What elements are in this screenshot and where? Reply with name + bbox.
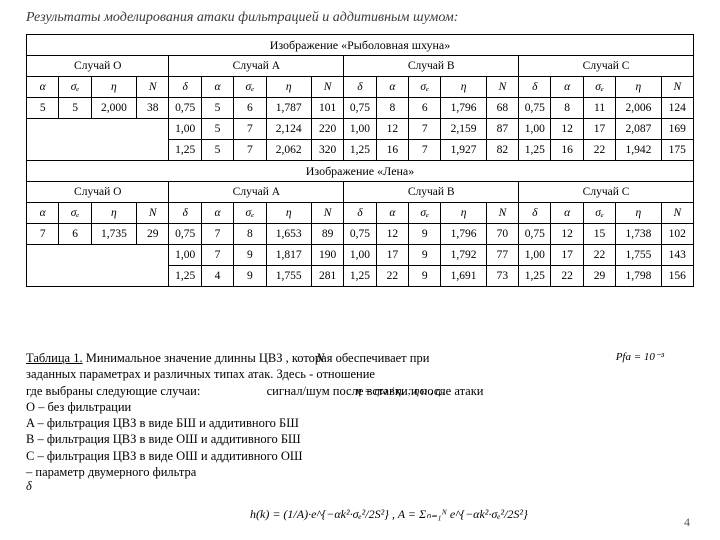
page-title: Результаты моделирования атаки фильтраци… xyxy=(26,10,694,26)
h-eta: η xyxy=(91,77,136,98)
case-O: Случай O xyxy=(27,56,169,77)
image2-header: Изображение «Лена» xyxy=(27,161,694,182)
table-row: 761,73529 0,75781,65389 0,751291,79670 0… xyxy=(27,224,694,245)
formula: h(k) = (1/A)·e^{−αk²·σₑ²/2S²} , A = Σₙ₌₁… xyxy=(250,507,528,522)
page-number: 4 xyxy=(684,515,690,530)
h-N: N xyxy=(137,77,169,98)
case-A: Случай A xyxy=(169,56,344,77)
case-B: Случай B xyxy=(344,56,519,77)
h-sigma: σₑ xyxy=(59,77,91,98)
h-alpha: α xyxy=(27,77,59,98)
h-delta: δ xyxy=(169,77,201,98)
sym-eta: η = ηω / ηₐ ; ηω , ηₐ xyxy=(356,384,444,398)
caption: Таблица 1. Минимальное значение длинны Ц… xyxy=(26,350,694,480)
image1-header: Изображение «Рыболовная шхуна» xyxy=(27,35,694,56)
blank-cell xyxy=(27,119,169,161)
table-row: 552,00038 0,75561,787101 0,75861,79668 0… xyxy=(27,98,694,119)
table-row: 1,00791,817190 1,001791,79277 1,0017221,… xyxy=(27,245,694,266)
table-row: 1,00572,124220 1,001272,15987 1,0012172,… xyxy=(27,119,694,140)
sym-Pfa: Pfa = 10⁻³ xyxy=(616,350,664,364)
table-label: Таблица 1. xyxy=(26,351,83,365)
blank-cell xyxy=(27,245,169,287)
sym-delta: δ xyxy=(26,478,32,494)
sym-N: N xyxy=(316,350,324,366)
case-C: Случай C xyxy=(519,56,694,77)
results-table: Изображение «Рыболовная шхуна» Случай O … xyxy=(26,34,694,287)
